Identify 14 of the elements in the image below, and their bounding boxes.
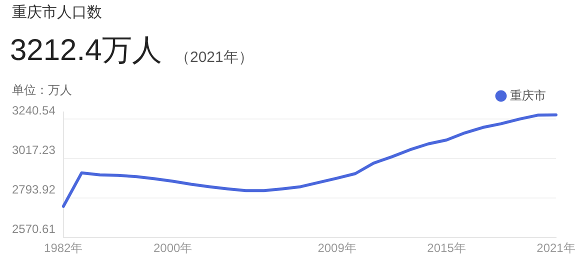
- text: （2021年）: [175, 48, 254, 67]
- chart-title: 重庆市人口数: [12, 3, 102, 22]
- x-tick-label: 2009年: [318, 241, 356, 256]
- legend-label: 重庆市: [510, 88, 546, 102]
- y-tick-label: 3240.54: [12, 103, 56, 118]
- text: 单位：万人: [12, 82, 72, 99]
- x-tick-label: 2000年: [153, 241, 192, 256]
- x-tick-label: 2015年: [427, 241, 466, 256]
- y-tick-label: 2570.61: [12, 222, 56, 236]
- x-tick-label: 2021年: [536, 241, 576, 256]
- x-tick-label: 1982年: [44, 241, 83, 256]
- chart-subtitle: 3212.4万人: [10, 34, 162, 68]
- y-tick-label: 2793.92: [12, 182, 56, 196]
- y-tick-label: 3017.23: [12, 142, 56, 157]
